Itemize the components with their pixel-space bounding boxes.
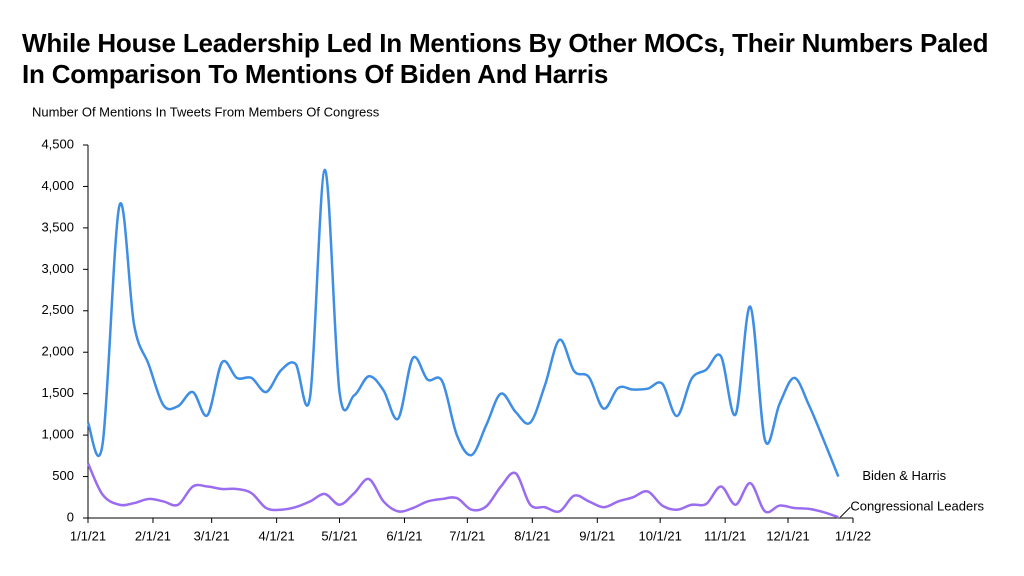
x-tick-label: 3/1/21 [194,528,230,543]
x-tick-label: 2/1/21 [135,528,171,543]
y-tick-label: 3,000 [41,261,74,276]
y-tick-label: 3,500 [41,219,74,234]
x-tick-label: 10/1/21 [638,528,681,543]
y-tick-label: 1,000 [41,427,74,442]
y-tick-label: 1,500 [41,385,74,400]
y-tick-label: 0 [67,509,74,524]
line-series [86,462,839,519]
series-label: Congressional Leaders [850,499,984,514]
y-tick-label: 2,000 [41,344,74,359]
x-tick-label: 9/1/21 [579,528,615,543]
chart-title: While House Leadership Led In Mentions B… [22,28,989,89]
y-tick-label: 4,500 [41,136,74,151]
x-tick-label: 8/1/21 [514,528,550,543]
x-tick-label: 11/1/21 [704,528,746,543]
y-axis-label: Number Of Mentions In Tweets From Member… [32,104,380,119]
line-series [86,168,840,478]
series-label: Biden & Harris [862,468,946,483]
x-tick-label: 12/1/21 [766,528,809,543]
y-tick-label: 500 [52,468,74,483]
x-tick-label: 7/1/21 [449,528,485,543]
x-tick-label: 1/1/21 [70,528,106,543]
x-tick-label: 4/1/21 [259,528,295,543]
y-tick-label: 2,500 [41,302,74,317]
label-leader [839,506,851,518]
y-tick-label: 4,000 [41,178,74,193]
x-tick-label: 6/1/21 [386,528,422,543]
x-tick-label: 1/1/22 [835,528,871,543]
x-tick-label: 5/1/21 [321,528,357,543]
